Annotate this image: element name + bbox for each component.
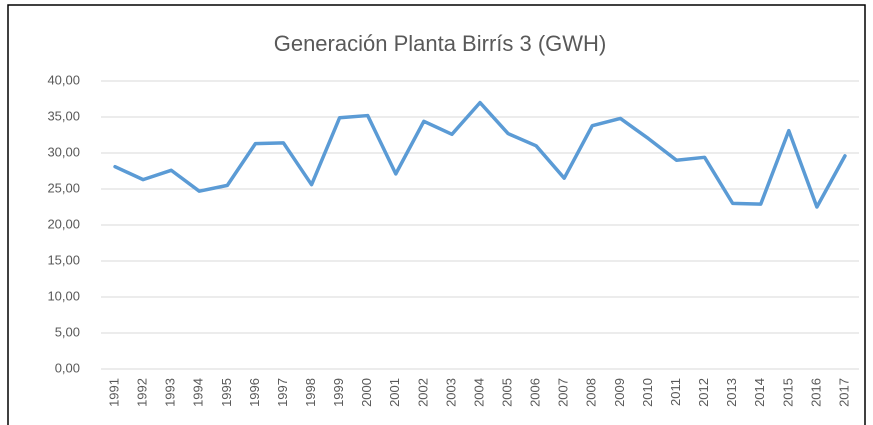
x-tick-label: 1994 xyxy=(191,378,206,407)
data-line xyxy=(113,100,847,209)
x-tick-label: 2014 xyxy=(752,378,767,407)
y-tick-label: 10,00 xyxy=(47,288,80,303)
chart-frame xyxy=(7,4,866,425)
y-tick-label: 30,00 xyxy=(47,144,80,159)
x-tick-label: 1995 xyxy=(219,378,234,407)
x-tick-label: 1992 xyxy=(135,378,150,407)
x-tick-label: 2005 xyxy=(500,378,515,407)
x-tick-label: 1991 xyxy=(106,378,121,407)
y-tick-label: 20,00 xyxy=(47,216,80,231)
x-tick-label: 2009 xyxy=(612,378,627,407)
y-tick-label: 35,00 xyxy=(47,108,80,123)
x-tick-label: 2016 xyxy=(808,378,823,407)
x-tick-label: 2013 xyxy=(724,378,739,407)
x-tick-label: 1993 xyxy=(163,378,178,407)
x-tick-label: 2002 xyxy=(415,378,430,407)
x-tick-label: 2017 xyxy=(836,378,851,407)
x-tick-label: 2008 xyxy=(584,378,599,407)
chart-title: Generación Planta Birrís 3 (GWH) xyxy=(274,31,607,56)
x-tick-label: 2006 xyxy=(528,378,543,407)
x-tick-label: 2012 xyxy=(696,378,711,407)
x-tick-label: 2010 xyxy=(640,378,655,407)
y-tick-label: 5,00 xyxy=(55,324,80,339)
x-tick-label: 1996 xyxy=(247,378,262,407)
y-tick-label: 0,00 xyxy=(55,360,80,375)
x-tick-label: 2000 xyxy=(359,378,374,407)
x-tick-label: 1999 xyxy=(331,378,346,407)
y-tick-label: 15,00 xyxy=(47,252,80,267)
x-tick-label: 1998 xyxy=(303,378,318,407)
x-tick-label: 2015 xyxy=(780,378,795,407)
x-tick-label: 2003 xyxy=(443,378,458,407)
x-tick-label: 2001 xyxy=(387,378,402,407)
x-tick-label: 2004 xyxy=(471,378,486,407)
x-tick-label: 2011 xyxy=(668,378,683,406)
x-tick-label: 1997 xyxy=(275,378,290,407)
x-tick-label: 2007 xyxy=(556,378,571,407)
y-tick-label: 25,00 xyxy=(47,180,80,195)
y-tick-label: 40,00 xyxy=(47,72,80,87)
